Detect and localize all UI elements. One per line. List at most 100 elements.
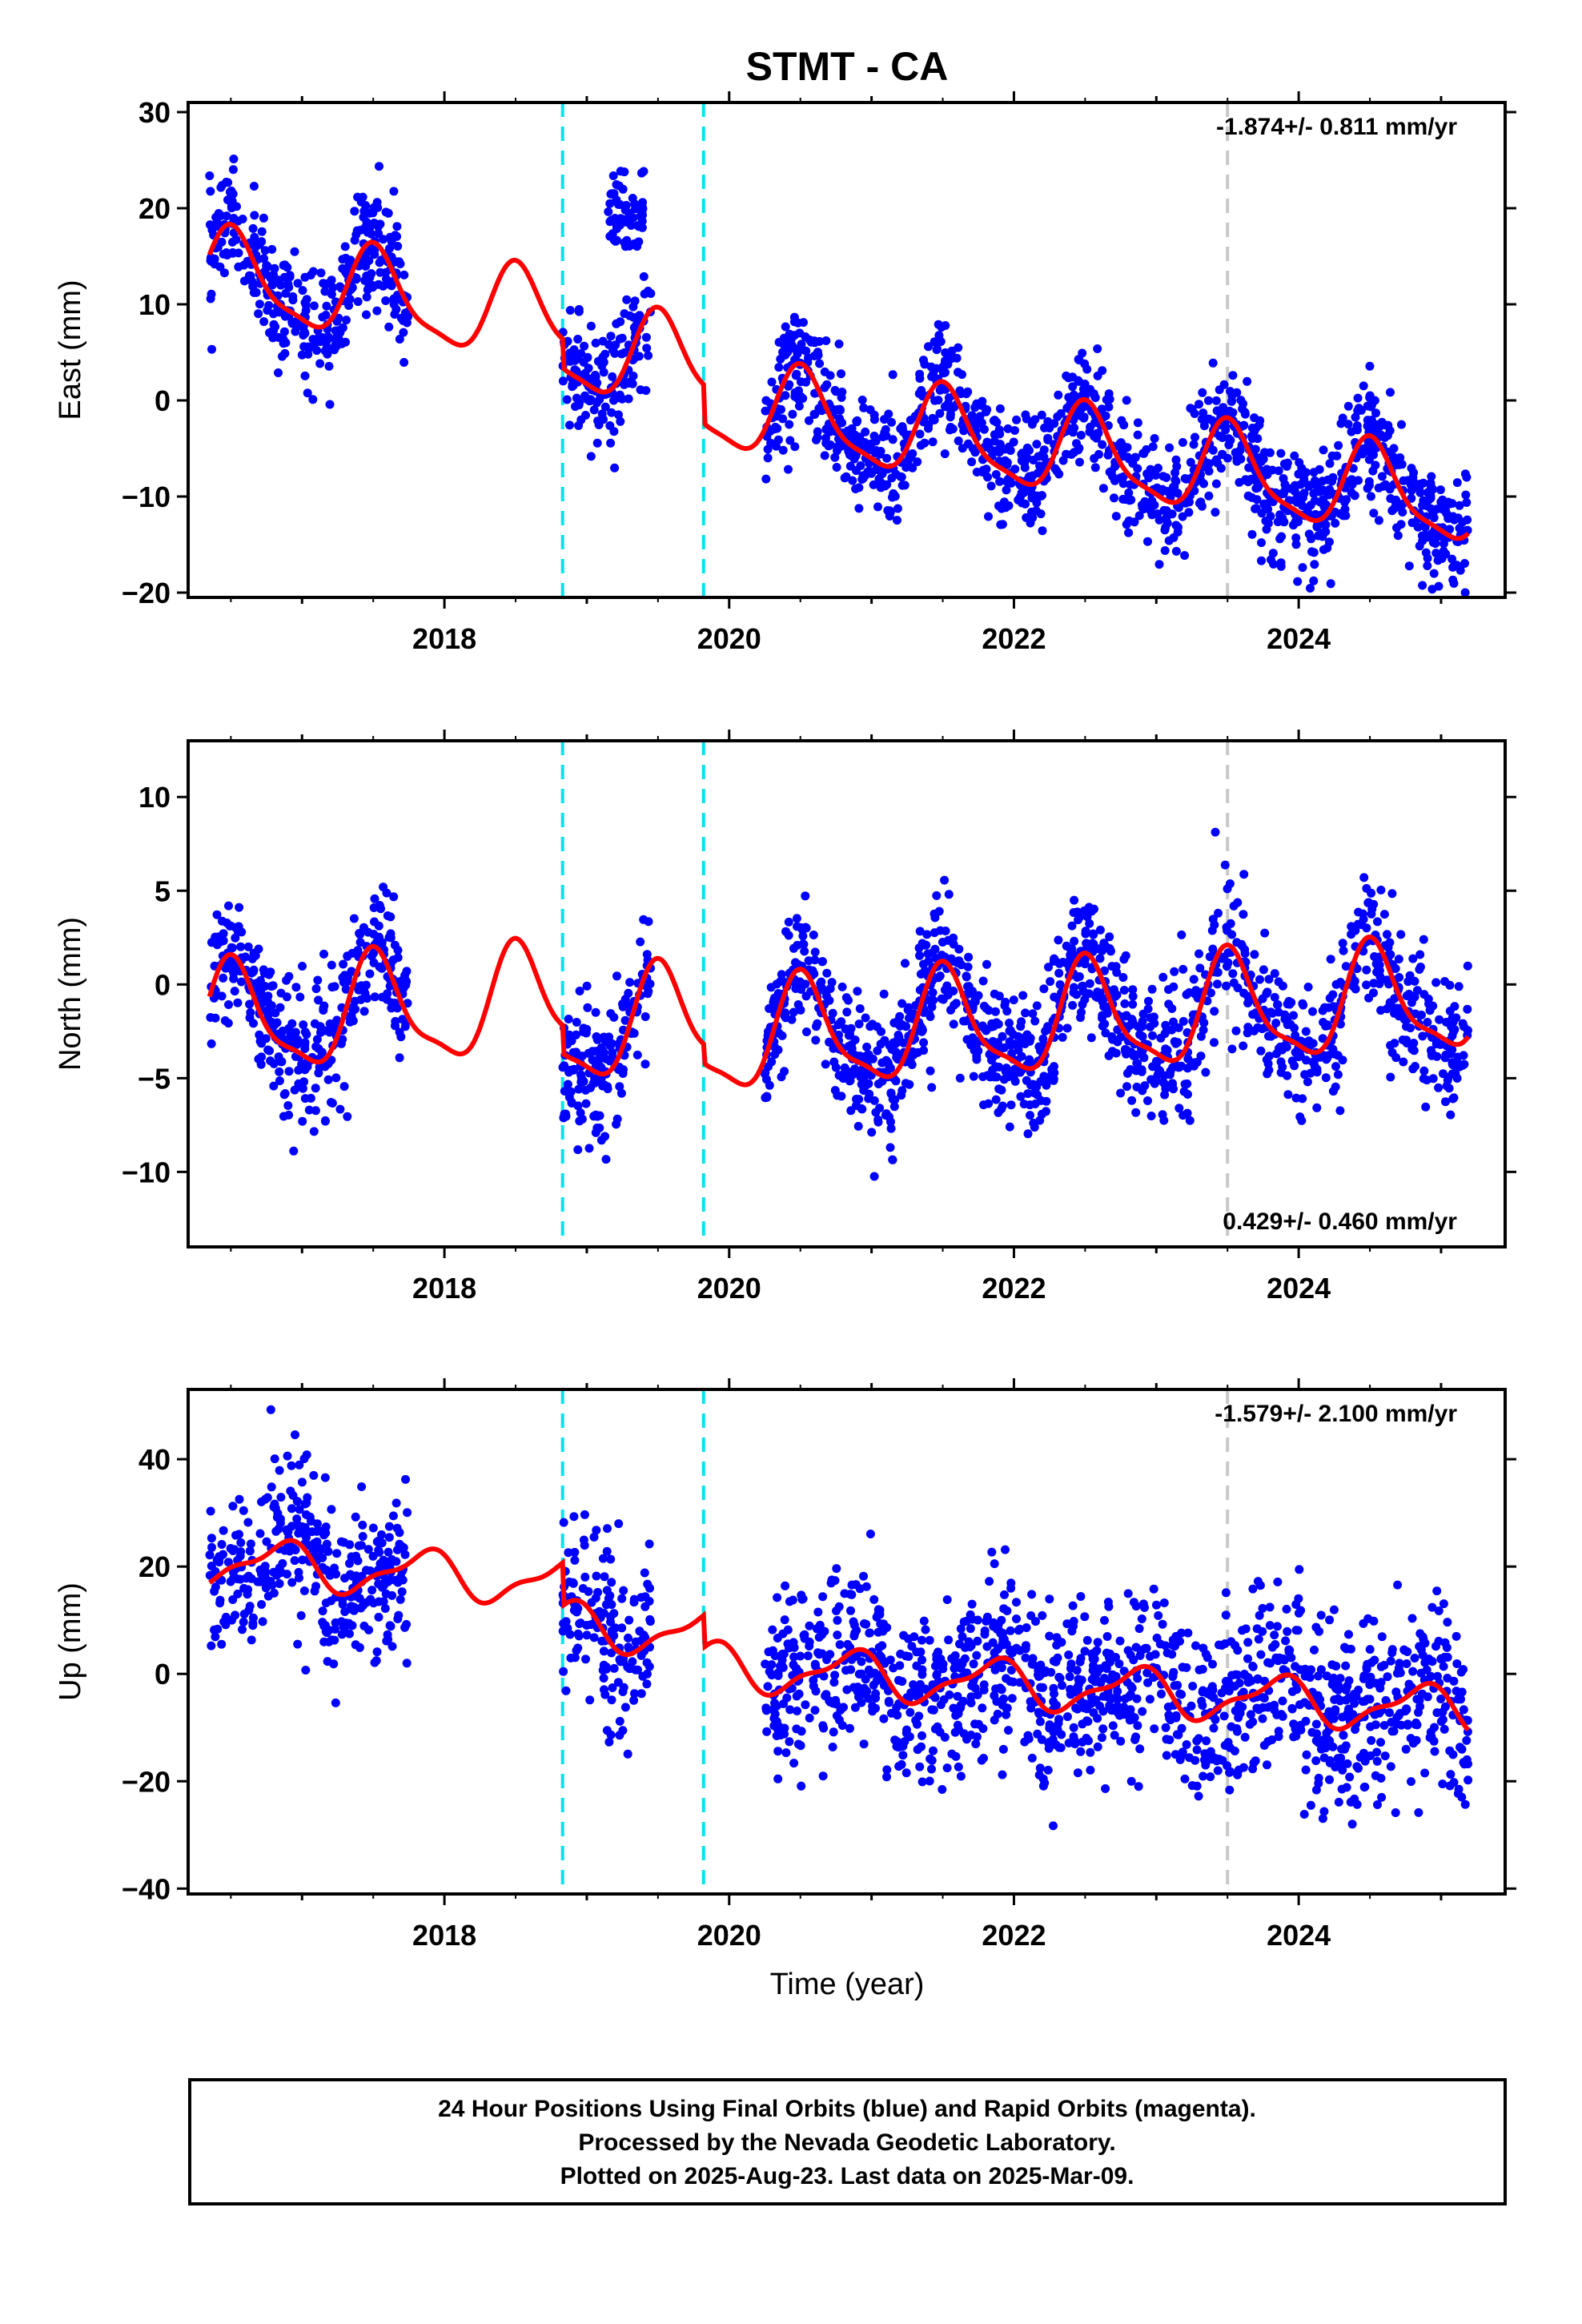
east-data-point <box>1461 490 1471 500</box>
up-data-point <box>617 1594 627 1603</box>
north-data-point <box>1122 1049 1131 1059</box>
up-data-point <box>582 1630 592 1640</box>
up-data-point <box>1256 1650 1266 1659</box>
north-rate-label: 0.429+/- 0.460 mm/yr <box>1223 1208 1457 1235</box>
up-data-point <box>602 1586 612 1595</box>
east-data-point <box>1407 493 1416 503</box>
east-xtick-label: 2022 <box>982 622 1046 655</box>
east-data-point <box>625 311 635 320</box>
north-data-point <box>922 930 932 939</box>
east-data-point <box>798 394 808 403</box>
east-data-point <box>1293 577 1303 586</box>
north-data-point <box>1454 982 1464 991</box>
north-data-point <box>1143 1096 1152 1105</box>
up-data-point <box>388 1511 398 1521</box>
up-data-point <box>619 1586 628 1595</box>
north-data-point <box>1087 939 1097 948</box>
east-data-point <box>1386 388 1395 397</box>
north-data-point <box>1138 1031 1147 1041</box>
north-data-point <box>1259 965 1268 975</box>
up-data-point <box>298 1555 307 1565</box>
east-data-point <box>1058 456 1068 465</box>
east-data-point <box>1326 579 1335 589</box>
up-data-point <box>322 1628 331 1638</box>
north-data-point <box>1054 935 1063 945</box>
north-data-point <box>1044 963 1053 972</box>
east-data-point <box>295 321 304 331</box>
north-data-point <box>1276 1068 1286 1077</box>
east-data-point <box>591 338 600 348</box>
east-data-point <box>888 370 897 380</box>
east-data-point <box>1323 490 1333 500</box>
east-data-point <box>1160 546 1170 555</box>
east-data-point <box>1399 476 1408 485</box>
north-data-point <box>821 987 830 996</box>
up-data-point <box>387 1555 397 1564</box>
east-data-point <box>833 405 842 414</box>
up-data-point <box>1393 1580 1403 1590</box>
up-data-point <box>1407 1777 1415 1787</box>
north-data-point <box>284 1067 294 1076</box>
east-data-point <box>1148 442 1158 452</box>
north-data-point <box>632 1050 642 1059</box>
north-data-point <box>343 951 352 961</box>
up-data-point <box>927 1764 936 1774</box>
north-data-point <box>1402 1035 1411 1045</box>
east-data-point <box>1068 372 1078 382</box>
north-data-point <box>323 1075 333 1084</box>
up-data-point <box>559 1667 568 1676</box>
north-data-point <box>1009 995 1018 1005</box>
up-data-point <box>244 1571 254 1581</box>
east-data-point <box>254 309 263 319</box>
east-data-point <box>1142 469 1152 479</box>
east-data-point <box>283 279 293 289</box>
north-data-point <box>1260 928 1270 938</box>
north-data-point <box>1419 990 1429 999</box>
east-data-point <box>255 300 264 309</box>
north-data-point <box>1408 1064 1418 1074</box>
up-data-point <box>351 1512 360 1522</box>
east-data-point <box>1150 434 1159 443</box>
east-data-point <box>1398 508 1407 517</box>
east-data-point <box>1111 512 1121 521</box>
north-axis-label: North (mm) <box>54 917 87 1071</box>
up-data-point <box>1182 1663 1191 1672</box>
up-data-point <box>1367 1735 1376 1745</box>
up-data-point <box>228 1502 238 1511</box>
north-data-point <box>1449 1093 1459 1103</box>
east-data-point <box>1255 420 1264 430</box>
east-data-point <box>781 322 790 332</box>
east-data-point <box>607 189 616 199</box>
east-panel: 30 20 10 0 −10 −20 2018 2020 2022 2024 E… <box>54 91 1516 655</box>
north-data-point <box>1131 1108 1141 1117</box>
up-data-point <box>262 1537 271 1546</box>
east-data-point <box>249 182 259 191</box>
north-data-point <box>1139 1053 1149 1063</box>
up-data-point <box>1076 1654 1086 1663</box>
north-data-point <box>1054 968 1064 978</box>
east-data-point <box>322 301 331 311</box>
up-data-point <box>846 1606 855 1615</box>
up-data-point <box>1098 1724 1108 1734</box>
east-data-point <box>212 218 222 227</box>
north-data-point <box>349 914 359 923</box>
east-data-point <box>267 244 277 254</box>
north-data-point <box>276 988 286 998</box>
north-data-point <box>1338 1055 1347 1065</box>
east-data-point <box>1260 448 1270 457</box>
east-data-point <box>1363 484 1372 493</box>
east-data-point <box>1169 533 1178 542</box>
north-data-point <box>1006 1026 1015 1035</box>
north-data-point <box>581 1028 591 1038</box>
east-data-point <box>338 255 347 264</box>
east-data-point <box>1240 408 1250 417</box>
north-data-point <box>606 1009 616 1019</box>
north-data-point <box>897 1020 907 1029</box>
east-data-point <box>1124 528 1134 537</box>
north-data-point <box>1264 1065 1274 1075</box>
up-data-point <box>400 1550 410 1559</box>
north-data-point <box>1223 884 1232 894</box>
up-data-point <box>785 1737 794 1747</box>
north-data-point <box>810 955 820 965</box>
north-data-point <box>386 929 396 939</box>
